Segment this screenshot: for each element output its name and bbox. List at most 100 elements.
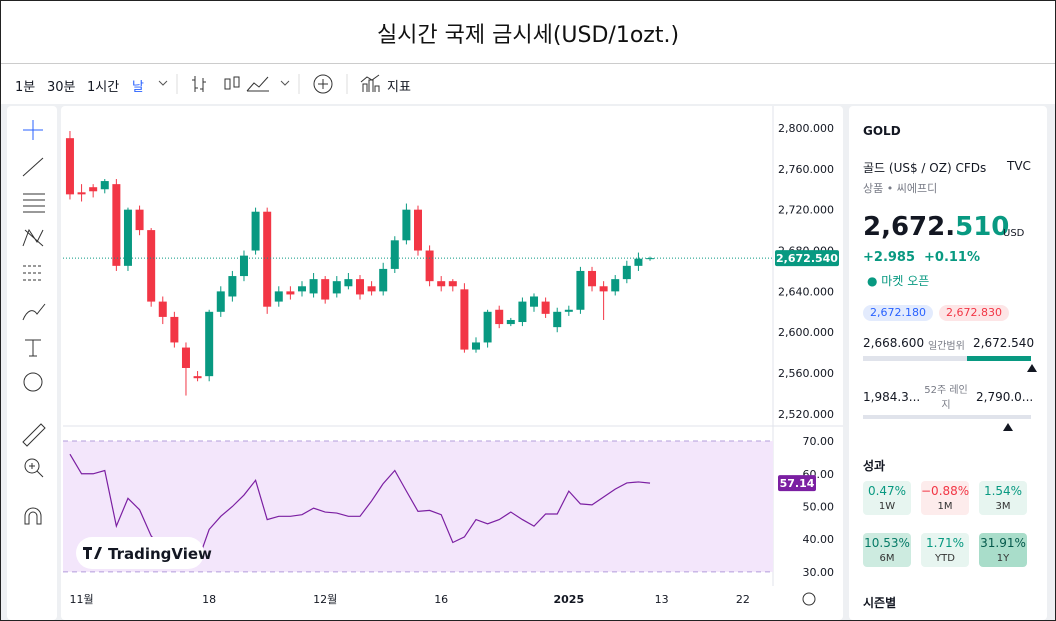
bar-icon[interactable] bbox=[192, 76, 206, 92]
week52-label: 52주 레인지 bbox=[924, 385, 968, 411]
candle-body bbox=[437, 281, 446, 287]
y-tick-label: 2,640.000 bbox=[778, 285, 834, 298]
ruler-tool[interactable] bbox=[22, 423, 46, 447]
add-icon[interactable] bbox=[313, 74, 333, 94]
week52-bar bbox=[863, 415, 1031, 419]
text-tool[interactable] bbox=[25, 339, 41, 357]
candle-body bbox=[309, 279, 318, 294]
market-status: ● 마켓 오픈 bbox=[867, 274, 930, 288]
line-tool[interactable] bbox=[22, 157, 44, 177]
zoom-tool[interactable] bbox=[24, 458, 40, 474]
rsi-last-label: 57.14 bbox=[780, 477, 815, 490]
last-price-label: 2,672.540 bbox=[776, 252, 838, 265]
symbol: GOLD bbox=[863, 124, 901, 138]
candle-body bbox=[263, 211, 272, 307]
page-title: 실시간 국제 금시세(USD/1ozt.) bbox=[1, 1, 1055, 64]
watermark-bg bbox=[76, 537, 204, 569]
change: +2.985 bbox=[863, 250, 916, 265]
perf-period: 1W bbox=[878, 501, 896, 512]
candle-body bbox=[332, 281, 341, 294]
y-tick-label: 2,560.000 bbox=[778, 367, 834, 380]
interval-button[interactable]: 1분 bbox=[15, 80, 36, 95]
x-tick-label: 2025 bbox=[554, 593, 585, 606]
candle-body bbox=[460, 289, 469, 350]
symbol-description[interactable]: 골드 (US$ / OZ) CFDs bbox=[863, 161, 987, 175]
candle-body bbox=[89, 187, 98, 192]
forecast-tool[interactable] bbox=[23, 265, 43, 281]
perf-value: 31.91% bbox=[980, 536, 1026, 550]
fib-tool[interactable] bbox=[23, 193, 45, 213]
interval-button[interactable]: 날 bbox=[132, 80, 144, 95]
indicator-icon[interactable] bbox=[360, 74, 380, 92]
pattern-tool[interactable] bbox=[22, 228, 44, 247]
candle-body bbox=[239, 255, 248, 277]
candle-body bbox=[576, 270, 585, 310]
range-marker bbox=[1003, 423, 1013, 431]
interval-button[interactable]: 30분 bbox=[47, 80, 76, 95]
day-range-label: 일간범위 bbox=[928, 341, 965, 352]
symbol-panel: GOLD 골드 (US$ / OZ) CFDs TVC 상품 • 씨에프디 2,… bbox=[849, 106, 1047, 620]
change-percent: +0.11% bbox=[924, 250, 980, 265]
x-tick-label: 22 bbox=[736, 593, 750, 606]
area-icon[interactable] bbox=[246, 76, 269, 92]
tool-icons bbox=[22, 120, 46, 525]
candle-body bbox=[147, 230, 156, 302]
candle-body bbox=[170, 316, 179, 343]
perf-value: 10.53% bbox=[864, 536, 910, 550]
y-tick-label: 2,760.000 bbox=[778, 163, 834, 176]
candle-body bbox=[425, 250, 434, 282]
magnet-tool[interactable] bbox=[24, 507, 42, 525]
candle-body bbox=[135, 209, 144, 231]
perf-value: 1.71% bbox=[925, 536, 965, 550]
candle-body bbox=[216, 291, 225, 312]
dropdown-icon[interactable] bbox=[158, 80, 168, 86]
price: 2,672.510 bbox=[863, 212, 1009, 242]
candle-body bbox=[448, 281, 457, 287]
candle-body bbox=[402, 209, 411, 241]
candle-body bbox=[530, 296, 539, 307]
perf-cell: 10.53% 6M bbox=[863, 533, 911, 567]
market-status-text: 마켓 오픈 bbox=[881, 274, 930, 288]
x-tick-label: 12월 bbox=[313, 593, 337, 606]
candle-body bbox=[158, 301, 167, 317]
zoom-tool bbox=[29, 463, 44, 478]
day-range-bar bbox=[863, 356, 1031, 361]
candle-body bbox=[414, 209, 422, 251]
candle-body bbox=[367, 286, 376, 292]
candle-body bbox=[297, 286, 306, 292]
candle-body bbox=[205, 311, 214, 377]
candle-icon[interactable] bbox=[224, 78, 231, 90]
candle-body bbox=[495, 309, 504, 325]
ask: 2,672.830 bbox=[939, 305, 1009, 321]
y-tick-label: 2,520.000 bbox=[778, 408, 834, 421]
week52-low: 1,984.3... bbox=[863, 390, 921, 404]
settings-icon[interactable] bbox=[802, 592, 816, 606]
range-marker bbox=[1027, 364, 1037, 372]
day-high: 2,672.540 bbox=[973, 336, 1035, 350]
perf-period: 6M bbox=[879, 553, 895, 564]
drawing-toolbar bbox=[7, 106, 57, 620]
interval-button[interactable]: 1시간 bbox=[87, 80, 120, 95]
perf-period: 3M bbox=[995, 501, 1011, 512]
indicators-button[interactable]: 지표 bbox=[387, 80, 411, 95]
emoji-tool[interactable] bbox=[23, 372, 43, 392]
price-fraction: 510 bbox=[955, 212, 1010, 242]
day-low: 2,668.600 bbox=[863, 336, 925, 350]
perf-cell: −0.88% 1M bbox=[921, 481, 969, 515]
candle-icon[interactable] bbox=[233, 76, 240, 88]
brush-tool[interactable] bbox=[22, 303, 46, 321]
perf-period: 1Y bbox=[996, 553, 1010, 564]
y-tick-label: 2,720.000 bbox=[778, 204, 834, 217]
price-main: 2,672. bbox=[863, 212, 956, 242]
candle-body bbox=[599, 286, 608, 292]
candle-body bbox=[564, 309, 573, 312]
day-range-fill bbox=[967, 356, 1031, 361]
dropdown-icon[interactable] bbox=[280, 80, 290, 86]
candle-body bbox=[65, 138, 74, 195]
candle-body bbox=[611, 279, 620, 292]
x-tick-label: 13 bbox=[655, 593, 669, 606]
y-tick-label: 30.00 bbox=[803, 566, 835, 579]
crosshair-tool[interactable] bbox=[23, 120, 43, 140]
candle-body bbox=[483, 311, 492, 343]
